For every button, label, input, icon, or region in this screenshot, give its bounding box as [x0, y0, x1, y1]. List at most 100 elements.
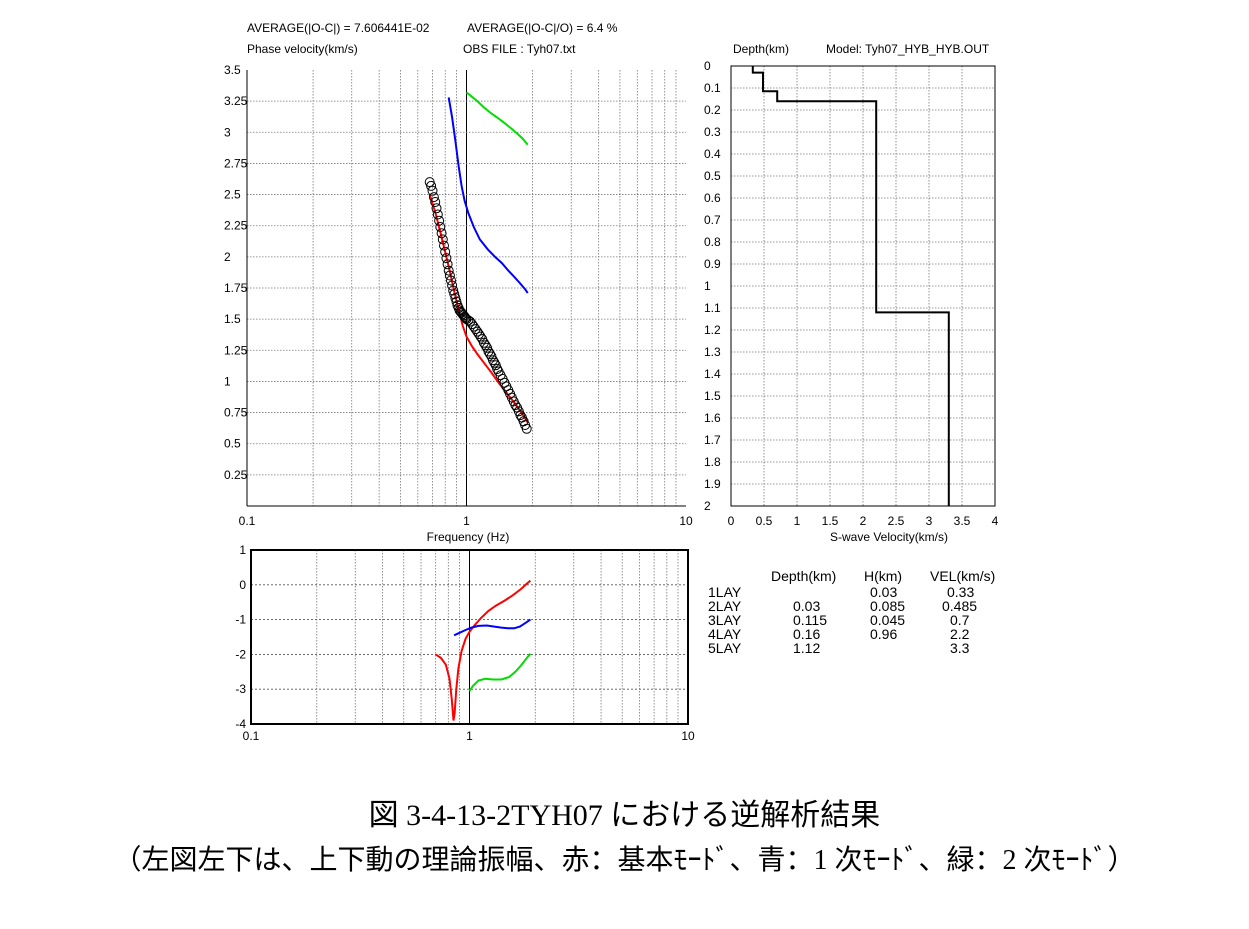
observed-point	[467, 319, 478, 330]
layer-row-3-depth: 0.115	[793, 612, 827, 628]
figure-caption-note: （左図左下は、上下動の理論振幅、赤：基本ﾓｰﾄﾞ、青：1 次ﾓｰﾄﾞ、緑：2 次…	[113, 845, 1136, 876]
model-text: Model: Tyh07_HYB_HYB.OUT	[826, 42, 990, 56]
velocity-profile-chart: 0 0.1 0.2 0.3 0.4 0.5 0.6 0.7 0.8 0.9 1 1.1 1.2 1.3 1.…	[704, 59, 999, 528]
amplitude-frame	[250, 549, 689, 725]
observed-point	[439, 240, 449, 251]
observed-point	[449, 289, 460, 300]
dispersion-curve-3	[465, 91, 529, 146]
observed-point	[428, 192, 439, 203]
profile-ytick-label: 1	[704, 279, 711, 293]
profile-ytick-label: 1.1	[704, 301, 721, 315]
dispersion-ylabel: Phase velocity(km/s)	[247, 42, 358, 56]
observed-point	[437, 234, 448, 245]
profile-xtick-label: 3.5	[954, 514, 971, 528]
layer-row-2-vel: 0.485	[942, 598, 977, 614]
amplitude-ytick-label: -4	[235, 717, 246, 731]
amplitude-curve-1	[435, 579, 532, 721]
dispersion-xtick-label: 0.1	[239, 514, 256, 528]
layer-row-2-h: 0.085	[870, 598, 905, 614]
profile-xtick-label: 1	[794, 514, 801, 528]
observed-point	[441, 253, 452, 264]
amplitude-chart: 10-1-2-3-40.1 1 10	[235, 543, 695, 743]
profile-ytick-label: 0.9	[704, 257, 721, 271]
profile-ytick-label: 0.8	[704, 235, 721, 249]
observed-point	[472, 326, 483, 337]
dispersion-ytick-label: 0.75	[224, 406, 248, 420]
observed-point	[485, 349, 495, 359]
layer-row-1-name: 1LAY	[708, 584, 742, 600]
observed-point	[430, 197, 441, 207]
observed-point	[478, 337, 489, 348]
profile-ytick-label: 0.7	[704, 213, 721, 227]
observed-point	[470, 324, 481, 335]
amplitude-ytick-label: -3	[235, 682, 246, 696]
layer-row-4-h: 0.96	[870, 626, 897, 642]
avg-rel-text: AVERAGE(|O-C|/O) = 6.4 %	[467, 21, 618, 35]
dispersion-ytick-label: 1.25	[224, 343, 248, 357]
observed-point	[489, 357, 500, 368]
profile-ytick-label: 0.2	[704, 103, 721, 117]
profile-ytick-label: 0.3	[704, 125, 721, 139]
profile-ytick-label: 2	[704, 499, 711, 513]
amplitude-curve-3	[468, 653, 532, 692]
profile-ytick-label: 1.2	[704, 323, 721, 337]
profile-ytick-label: 0.4	[704, 147, 721, 161]
amplitude-xtick-label: 1	[466, 729, 473, 743]
observed-point	[459, 311, 470, 322]
observed-point	[436, 228, 447, 239]
profile-ytick-label: 0.5	[704, 169, 721, 183]
dispersion-ytick-label: 3.25	[224, 94, 248, 108]
profile-xtick-label: 2.5	[888, 514, 905, 528]
profile-ytick-label: 1.9	[704, 477, 721, 491]
observed-point	[435, 222, 446, 232]
profile-ytick-label: 1.4	[704, 367, 721, 381]
observed-point	[515, 410, 526, 421]
obs-file-text: OBS FILE : Tyh07.txt	[463, 42, 576, 56]
observed-point	[444, 270, 455, 281]
observed-point	[426, 180, 437, 191]
observed-point	[427, 185, 438, 196]
observed-point	[475, 331, 486, 342]
profile-xtick-label: 4	[992, 514, 999, 528]
dispersion-ytick-label: 3.5	[224, 63, 241, 77]
amplitude-ytick-label: -1	[235, 613, 246, 627]
observed-point	[432, 209, 443, 220]
observed-point	[521, 423, 532, 434]
profile-ytick-label: 0.1	[704, 81, 721, 95]
amplitude-ytick-label: 1	[239, 543, 246, 557]
observed-point	[468, 321, 479, 332]
dispersion-ytick-label: 0.5	[224, 437, 241, 451]
dispersion-xtick-label: 1	[463, 514, 470, 528]
dispersion-chart: 3.5 3.25 3 2.75 2.5 2.25 2 1.75 1.5 1.25 1 0.75 0.5 0…	[224, 63, 693, 528]
profile-ytick-label: 1.7	[704, 433, 721, 447]
velocity-profile-line	[751, 66, 950, 506]
profile-frame	[730, 65, 996, 507]
layer-header-depth: Depth(km)	[771, 568, 836, 584]
observed-point	[442, 259, 453, 270]
dispersion-ytick-label: 0.25	[224, 468, 248, 482]
layer-header-h: H(km)	[864, 568, 902, 584]
observed-point	[488, 355, 498, 366]
profile-xtick-label: 0	[728, 514, 735, 528]
amplitude-ytick-label: -2	[235, 647, 246, 661]
figure-caption-title: 図 3-4-13-2TYH07 における逆解析結果	[368, 799, 881, 832]
observed-point	[456, 307, 467, 318]
observed-point	[434, 215, 445, 226]
profile-xlabel: S-wave Velocity(km/s)	[830, 530, 948, 544]
layer-row-5-name: 5LAY	[708, 640, 742, 656]
layer-row-5-depth: 1.12	[793, 640, 820, 656]
profile-ytick-label: 1.3	[704, 345, 721, 359]
profile-ytick-label: 0.6	[704, 191, 721, 205]
layer-row-3-name: 3LAY	[708, 612, 742, 628]
dispersion-ytick-label: 2.25	[224, 219, 248, 233]
layer-row-5-vel: 3.3	[950, 640, 970, 656]
layer-row-1-vel: 0.33	[947, 584, 974, 600]
dispersion-ytick-label: 1.5	[224, 312, 241, 326]
profile-xtick-label: 3	[926, 514, 933, 528]
dispersion-ytick-label: 1	[224, 374, 231, 388]
layer-row-4-name: 4LAY	[708, 626, 742, 642]
observed-point	[448, 285, 459, 296]
observed-point	[431, 203, 442, 214]
profile-ytick-label: 1.5	[704, 389, 721, 403]
